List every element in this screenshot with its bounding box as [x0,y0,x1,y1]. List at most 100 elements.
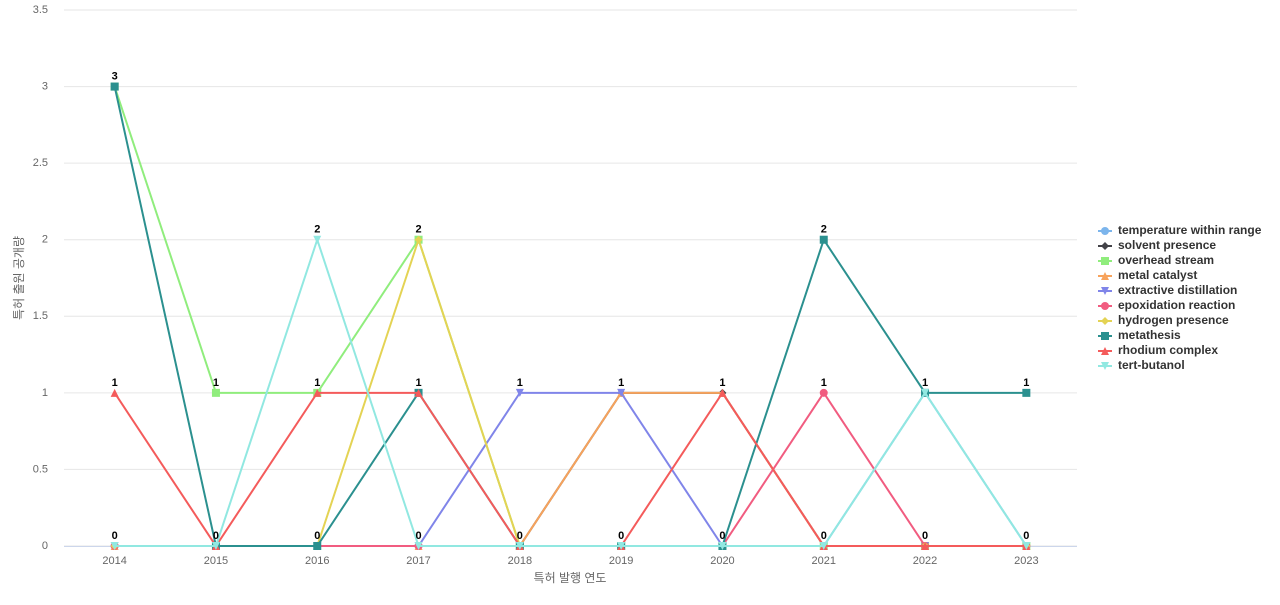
x-axis-title: 특허 발행 연도 [534,570,607,585]
point [617,542,626,550]
x-tick-label: 2021 [812,555,836,567]
legend-label: hydrogen presence [1118,313,1229,327]
x-tick-label: 2020 [710,555,734,567]
data-label: 0 [112,530,118,542]
point [1101,302,1109,310]
data-label: 0 [1023,530,1029,542]
point [1101,362,1109,370]
data-label: 1 [213,377,219,389]
y-axis-title: 특허 출원 공개량 [12,236,26,320]
point [110,82,119,91]
legend-item[interactable]: tert-butanol [1098,358,1185,372]
data-label: 1 [618,377,624,389]
point [718,388,727,397]
y-tick-label: 3.5 [33,4,48,16]
point [617,388,626,397]
legend-label: epoxidation reaction [1118,298,1235,312]
data-label: 1 [922,377,928,389]
data-label: 0 [821,530,827,542]
data-label: 0 [314,530,320,542]
y-tick-label: 1 [42,387,48,399]
legend-item[interactable]: metathesis [1098,328,1181,342]
y-tick-label: 3 [42,80,48,92]
series [110,235,1031,550]
point [414,388,423,397]
point [313,388,322,397]
data-label: 1 [314,377,320,389]
point [211,388,220,397]
legend-label: extractive distillation [1118,283,1237,297]
data-label: 1 [719,377,725,389]
point [1101,242,1109,250]
point [1101,317,1109,325]
legend-label: rhodium complex [1118,343,1218,357]
data-label: 1 [415,377,421,389]
data-label: 1 [112,377,118,389]
legend-label: metathesis [1118,328,1181,342]
data-label: 0 [719,530,725,542]
data-label: 1 [517,377,523,389]
point [110,388,119,397]
point [313,235,322,244]
point [819,388,828,397]
x-tick-label: 2015 [204,555,228,567]
data-label: 2 [821,224,827,236]
point [211,542,220,550]
legend-item[interactable]: hydrogen presence [1098,313,1229,327]
point [1101,332,1109,340]
point [313,542,322,550]
legend-item[interactable]: temperature within range [1098,223,1262,237]
point [1101,257,1109,265]
legend-item[interactable]: solvent presence [1098,238,1216,252]
point [515,542,524,550]
data-label: 0 [517,530,523,542]
y-tick-label: 2 [42,234,48,246]
y-tick-label: 0.5 [33,463,48,475]
point [1101,347,1109,355]
point [819,542,828,550]
legend-label: tert-butanol [1118,358,1185,372]
y-tick-label: 1.5 [33,310,48,322]
x-tick-label: 2014 [102,555,126,567]
series-line [114,236,1028,547]
x-tick-label: 2023 [1014,555,1038,567]
legend-label: solvent presence [1118,238,1216,252]
point [819,235,828,244]
data-label: 0 [213,530,219,542]
x-tick-label: 2016 [305,555,329,567]
point [921,542,930,550]
point [1101,227,1109,235]
data-label: 1 [821,377,827,389]
point [718,542,727,550]
point [921,388,930,397]
data-label: 0 [415,530,421,542]
point [414,542,423,550]
point [110,542,119,550]
point [1101,272,1109,280]
legend-label: temperature within range [1118,223,1262,237]
legend-item[interactable]: epoxidation reaction [1098,298,1235,312]
x-tick-label: 2022 [913,555,937,567]
data-label: 3 [112,70,118,82]
point [414,235,423,244]
data-label: 2 [415,224,421,236]
legend-label: metal catalyst [1118,268,1197,282]
point [1022,388,1031,397]
point [1101,287,1109,295]
y-tick-label: 0 [42,540,48,552]
x-tick-label: 2019 [609,555,633,567]
legend-item[interactable]: overhead stream [1098,253,1214,267]
y-tick-label: 2.5 [33,157,48,169]
data-label: 2 [314,224,320,236]
point [1022,542,1031,550]
point [515,388,524,397]
legend-item[interactable]: rhodium complex [1098,343,1218,357]
data-label: 0 [618,530,624,542]
data-label: 1 [1023,377,1029,389]
legend-label: overhead stream [1118,253,1214,267]
x-tick-label: 2017 [406,555,430,567]
legend-item[interactable]: metal catalyst [1098,268,1197,282]
data-label: 0 [922,530,928,542]
legend-item[interactable]: extractive distillation [1098,283,1237,297]
